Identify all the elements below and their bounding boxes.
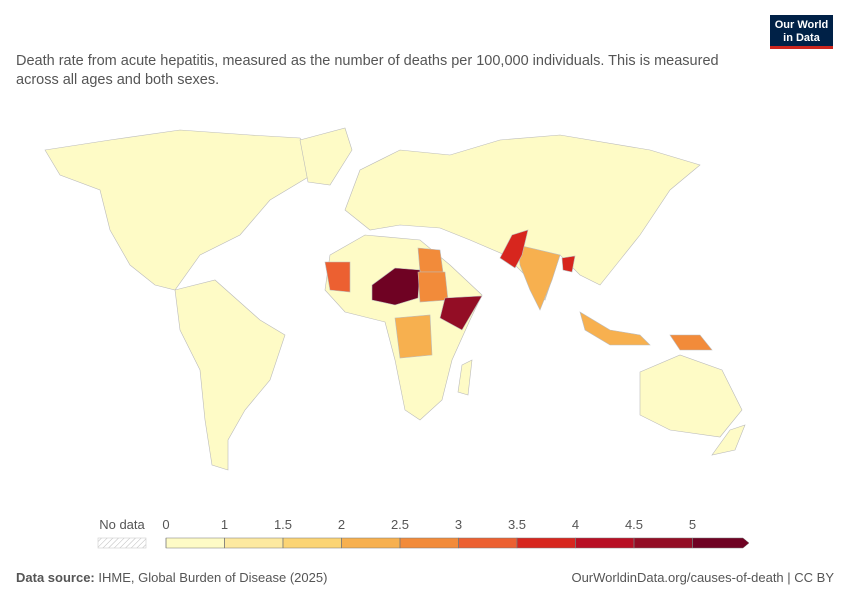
pakistan xyxy=(499,229,529,269)
legend-tick-label: 0 xyxy=(162,517,169,532)
logo[interactable]: Our World in Data xyxy=(770,15,833,49)
legend-tick-label: 2.5 xyxy=(391,517,409,532)
legend-swatch xyxy=(692,537,750,549)
legend-tick-label: 5 xyxy=(689,517,696,532)
papua-new-guinea xyxy=(669,334,713,351)
legend-swatch xyxy=(458,537,518,549)
logo-text: Our World in Data xyxy=(774,19,829,44)
legend-tick-label: 4 xyxy=(572,517,579,532)
central-africa xyxy=(394,314,433,359)
url[interactable]: OurWorldinData.org/causes-of-death | CC … xyxy=(571,570,834,585)
no-data-swatch xyxy=(97,537,147,549)
mauritania xyxy=(324,261,351,293)
legend-tick-label: 1.5 xyxy=(274,517,292,532)
legend-swatch xyxy=(165,537,225,549)
source-label: Data source: xyxy=(16,570,95,585)
legend-swatch xyxy=(341,537,401,549)
north-america xyxy=(44,129,321,291)
legend-swatch xyxy=(633,537,693,549)
egypt xyxy=(417,247,444,273)
legend-tick-label: 4.5 xyxy=(625,517,643,532)
australia xyxy=(639,354,743,438)
indonesia xyxy=(579,311,651,346)
madagascar xyxy=(457,359,473,396)
greenland xyxy=(299,127,353,186)
india xyxy=(517,244,561,311)
new-zealand xyxy=(711,424,746,456)
legend-tick-label: 3 xyxy=(455,517,462,532)
world-map xyxy=(44,127,746,471)
legend: No data 0 1 1.5 2 2.5 3 3.5 4 4.5 5 xyxy=(97,517,750,549)
source: Data source: IHME, Global Burden of Dise… xyxy=(16,570,327,585)
legend-swatch xyxy=(224,537,284,549)
no-data-label: No data xyxy=(99,517,145,532)
legend-tick-label: 3.5 xyxy=(508,517,526,532)
source-text: IHME, Global Burden of Disease (2025) xyxy=(98,570,328,585)
legend-swatch xyxy=(399,537,459,549)
subtitle: Death rate from acute hepatitis, measure… xyxy=(16,53,719,88)
sudan xyxy=(417,271,449,303)
legend-swatch xyxy=(575,537,635,549)
south-america xyxy=(174,279,286,471)
eurasia xyxy=(344,134,701,301)
sahel xyxy=(371,267,421,306)
legend-tick-label: 2 xyxy=(338,517,345,532)
legend-tick-label: 1 xyxy=(221,517,228,532)
legend-swatch xyxy=(282,537,342,549)
legend-swatch xyxy=(516,537,576,549)
bangladesh xyxy=(561,255,576,273)
horn-of-africa xyxy=(439,295,483,331)
